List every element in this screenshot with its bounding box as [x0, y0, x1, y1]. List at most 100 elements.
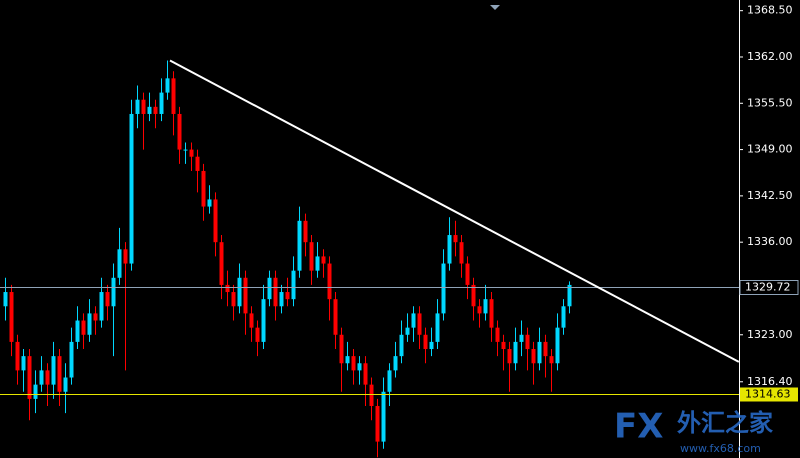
candle-body — [105, 292, 110, 307]
candle-body — [345, 356, 350, 364]
candle-body — [339, 334, 344, 364]
candle-body — [567, 284, 572, 307]
candle-body — [489, 299, 494, 328]
candle-body — [171, 78, 176, 114]
y-tick-label: 1349.00 — [747, 143, 793, 156]
candle-body — [537, 341, 542, 364]
candle-body — [375, 406, 380, 442]
candle-body — [219, 242, 224, 285]
candle-body — [87, 313, 92, 335]
candle-body — [303, 220, 308, 243]
candle-body — [267, 277, 272, 300]
candle-body — [291, 270, 296, 300]
candle-body — [153, 106, 158, 114]
watermark: FX 外汇之家 www.fx68.com — [614, 407, 773, 456]
candle-body — [189, 149, 194, 157]
candle-body — [3, 292, 8, 307]
candle-body — [69, 341, 74, 378]
candle-body — [513, 341, 518, 364]
candle-body — [555, 327, 560, 364]
candle-body — [441, 263, 446, 314]
candle-body — [333, 299, 338, 335]
candle-body — [507, 349, 512, 364]
candle-body — [357, 363, 362, 371]
candle-body — [231, 292, 236, 307]
y-tick-label: 1362.00 — [747, 50, 793, 63]
candle-body — [327, 263, 332, 300]
current-price-label: 1329.72 — [745, 281, 791, 294]
watermark-name: 外汇之家 — [677, 409, 773, 437]
candle-body — [525, 334, 530, 350]
candle-body — [123, 249, 128, 264]
candle-body — [159, 92, 164, 114]
candle-body — [393, 356, 398, 371]
candle-body — [495, 327, 500, 342]
plot-area — [0, 59, 740, 458]
y-tick-label: 1336.00 — [747, 235, 793, 248]
candle-body — [501, 341, 506, 350]
candle-body — [141, 99, 146, 114]
candle-body — [117, 249, 122, 278]
candle-body — [423, 334, 428, 350]
candle-body — [315, 256, 320, 271]
y-tick-label: 1316.40 — [747, 375, 793, 388]
candle-body — [297, 220, 302, 271]
candle-body — [99, 292, 104, 321]
candle-body — [387, 370, 392, 392]
candle-body — [21, 356, 26, 371]
candle-body — [81, 320, 86, 335]
candle-body — [429, 341, 434, 350]
candle-body — [249, 313, 254, 328]
candle-body — [549, 356, 554, 364]
candle-body — [165, 78, 170, 93]
candle-body — [561, 306, 566, 328]
candle-body — [405, 327, 410, 335]
shift-marker — [490, 5, 500, 10]
candle-body — [369, 384, 374, 407]
candle-body — [471, 284, 476, 307]
candle-body — [207, 199, 212, 207]
candle-body — [75, 320, 80, 342]
candle-body — [519, 334, 524, 342]
candle-body — [111, 277, 116, 307]
candle-body — [273, 277, 278, 307]
candle-body — [321, 256, 326, 264]
candle-body — [363, 363, 368, 385]
candle-body — [93, 313, 98, 321]
candle-body — [531, 349, 536, 364]
candle-body — [417, 313, 422, 335]
candle-body — [9, 292, 14, 342]
candle-body — [135, 99, 140, 114]
candle-body — [183, 149, 188, 151]
candle-body — [45, 370, 50, 385]
candle-body — [27, 356, 32, 399]
candle-body — [63, 377, 68, 392]
candle-body — [435, 313, 440, 342]
candle-body — [261, 299, 266, 342]
candle-body — [453, 235, 458, 243]
candle-body — [57, 356, 62, 392]
candle-body — [399, 334, 404, 357]
candle-body — [33, 384, 38, 399]
candle-body — [309, 242, 314, 271]
watermark-logo: FX — [614, 407, 663, 447]
candle-body — [483, 299, 488, 314]
candle-body — [39, 370, 44, 385]
candle-body — [237, 277, 242, 307]
y-tick-label: 1323.00 — [747, 328, 793, 341]
current-price-box — [739, 280, 799, 295]
candle-body — [543, 341, 548, 357]
candle-body — [459, 242, 464, 264]
candle-body — [243, 277, 248, 314]
y-tick-label: 1368.50 — [747, 4, 793, 17]
candle-body — [225, 284, 230, 293]
y-tick-label: 1355.50 — [747, 96, 793, 109]
candle-body — [465, 263, 470, 285]
candle-body — [177, 113, 182, 150]
candle-body — [285, 292, 290, 300]
candle-body — [411, 313, 416, 328]
candle-body — [15, 341, 20, 371]
candle-body — [213, 199, 218, 243]
candle-body — [477, 306, 482, 314]
